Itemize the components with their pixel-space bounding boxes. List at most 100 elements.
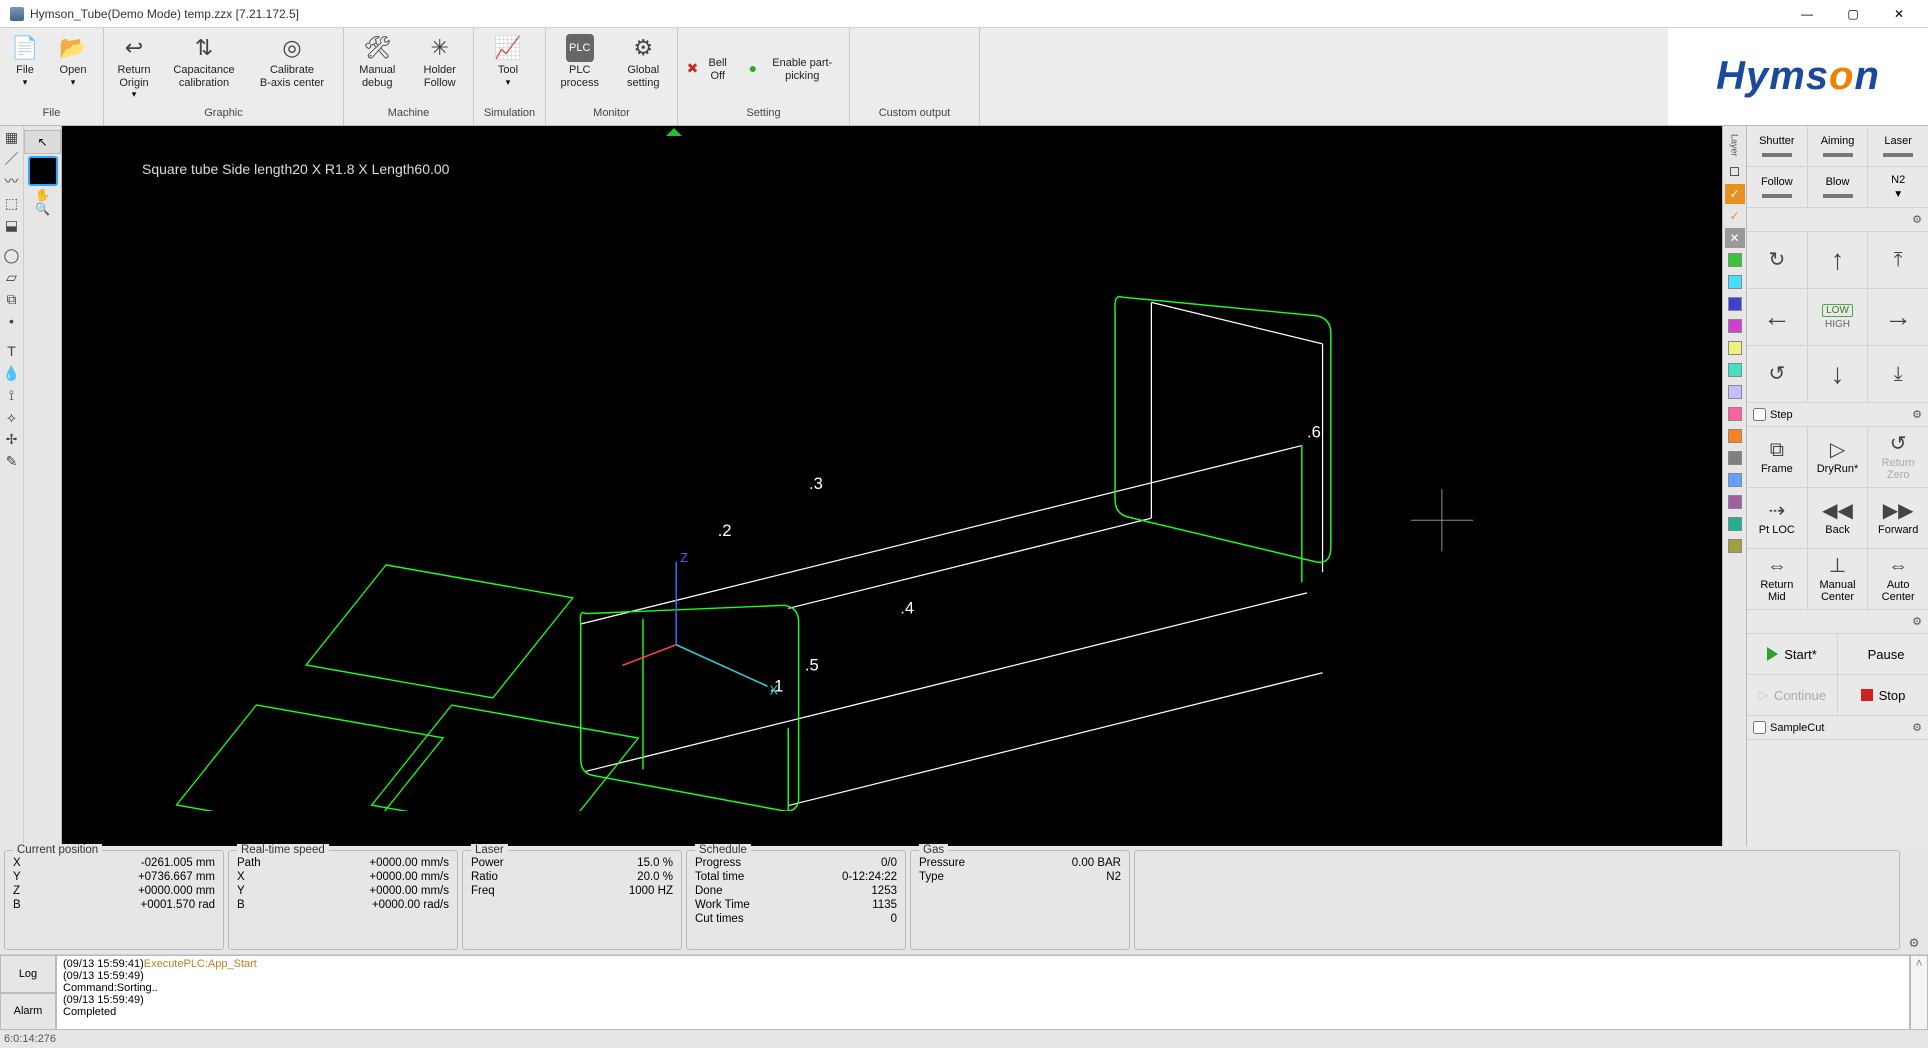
- line-tool-icon[interactable]: ／: [0, 148, 23, 170]
- start-button[interactable]: Start*: [1747, 634, 1838, 674]
- zoom-tool-icon[interactable]: 🔍: [35, 202, 50, 216]
- window-title: Hymson_Tube(Demo Mode) temp.zzx [7.21.17…: [30, 7, 299, 21]
- log-tab[interactable]: Log: [0, 955, 56, 993]
- tube-preview-thumb[interactable]: [28, 156, 58, 186]
- grid-icon[interactable]: ▦: [0, 126, 23, 148]
- pt-loc-button[interactable]: ⇢Pt LOC: [1747, 488, 1808, 548]
- maximize-button[interactable]: ▢: [1830, 0, 1876, 28]
- layer-label: Layer: [1730, 130, 1740, 161]
- back-button[interactable]: ◀◀Back: [1808, 488, 1869, 548]
- enable-part-picking-button[interactable]: ●Enable part-picking: [740, 54, 847, 84]
- open-button[interactable]: 📂Open▾: [48, 30, 98, 107]
- layer-swatch[interactable]: [1728, 473, 1742, 487]
- frame-button[interactable]: ⧉Frame: [1747, 427, 1808, 487]
- auto-center-button[interactable]: ⇔AutoCenter: [1868, 549, 1928, 609]
- right-panel: Shutter Aiming Laser Follow Blow N2▼ ⚙ ↻…: [1746, 126, 1928, 846]
- layer-swatch[interactable]: [1728, 341, 1742, 355]
- shutter-button[interactable]: Shutter: [1747, 126, 1808, 166]
- layer-swatch[interactable]: [1728, 495, 1742, 509]
- gear-icon[interactable]: ⚙: [1912, 615, 1922, 628]
- layer-swatch[interactable]: [1728, 451, 1742, 465]
- jog-cw-button[interactable]: ↻: [1747, 232, 1808, 288]
- file-button[interactable]: 📄File▾: [2, 30, 48, 107]
- dot-tool-icon[interactable]: •: [0, 310, 23, 332]
- return-zero-button[interactable]: ↺ReturnZero: [1868, 427, 1928, 487]
- jog-up-button[interactable]: ↑: [1808, 232, 1869, 288]
- layer-swatch[interactable]: [1728, 297, 1742, 311]
- pan-tool-icon[interactable]: ✋: [35, 188, 50, 202]
- layer-swatch[interactable]: [1728, 275, 1742, 289]
- layer-check-0[interactable]: ☐: [1725, 162, 1745, 182]
- jog-z-up-button[interactable]: ⤒: [1868, 232, 1928, 288]
- dryrun-button[interactable]: ▷DryRun*: [1808, 427, 1869, 487]
- svg-text:.3: .3: [809, 474, 823, 493]
- layer-swatch[interactable]: [1728, 253, 1742, 267]
- layer-swatch[interactable]: [1728, 319, 1742, 333]
- footer-coord: 6:0:14:276: [4, 1033, 56, 1045]
- global-setting-button[interactable]: ⚙Globalsetting: [612, 30, 676, 107]
- copy-tool-icon[interactable]: ⧉: [0, 288, 23, 310]
- timeline-marker[interactable]: [666, 128, 682, 136]
- tool-button[interactable]: 📈Tool▾: [476, 30, 540, 107]
- drop-tool-icon[interactable]: 💧: [0, 362, 23, 384]
- layer-check-1[interactable]: ✓: [1725, 184, 1745, 204]
- follow-button[interactable]: Follow: [1747, 167, 1808, 207]
- curve-tool-icon[interactable]: 〰: [0, 170, 23, 192]
- speed-toggle[interactable]: LOWHIGH: [1808, 289, 1869, 345]
- jog-z-down-button[interactable]: ⤓: [1868, 346, 1928, 402]
- jog-right-button[interactable]: →: [1868, 289, 1928, 345]
- bell-off-button[interactable]: ✖Bell Off: [680, 54, 738, 84]
- gear-icon[interactable]: ⚙: [1912, 721, 1922, 734]
- aiming-button[interactable]: Aiming: [1808, 126, 1869, 166]
- gear-icon[interactable]: ⚙: [1912, 408, 1922, 421]
- plc-process-button[interactable]: PLCPLCprocess: [548, 30, 612, 107]
- pointer-tool-icon[interactable]: ↖: [24, 130, 61, 154]
- laser-button[interactable]: Laser: [1868, 126, 1928, 166]
- log-body[interactable]: (09/13 15:59:41)ExecutePLC:App_Start (09…: [56, 955, 1910, 1030]
- shape-tool-icon[interactable]: ▱: [0, 266, 23, 288]
- gear-icon[interactable]: ⚙: [1909, 936, 1920, 950]
- layer-check-3[interactable]: ✕: [1725, 228, 1745, 248]
- pick-tool-icon[interactable]: ⟡: [0, 406, 23, 428]
- alarm-tab[interactable]: Alarm: [0, 993, 56, 1031]
- jog-ccw-button[interactable]: ↺: [1747, 346, 1808, 402]
- stop-button[interactable]: Stop: [1838, 675, 1928, 715]
- text-tool-icon[interactable]: T: [0, 340, 23, 362]
- target-tool-icon[interactable]: ✢: [0, 428, 23, 450]
- face-tool-icon[interactable]: ⬓: [0, 214, 23, 236]
- capacitance-cal-button[interactable]: ⇅Capacitancecalibration: [162, 30, 246, 107]
- layer-swatch[interactable]: [1728, 517, 1742, 531]
- layer-swatch[interactable]: [1728, 407, 1742, 421]
- layer-check-2[interactable]: ✓: [1725, 206, 1745, 226]
- layer-swatch[interactable]: [1728, 429, 1742, 443]
- manual-debug-button[interactable]: 🛠Manualdebug: [346, 30, 409, 107]
- viewport[interactable]: Square tube Side length20 X R1.8 X Lengt…: [62, 126, 1722, 846]
- layer-swatch[interactable]: [1728, 363, 1742, 377]
- pen-tool-icon[interactable]: ✎: [0, 450, 23, 472]
- layer-swatch[interactable]: [1728, 385, 1742, 399]
- minimize-button[interactable]: —: [1784, 0, 1830, 28]
- close-button[interactable]: ✕: [1876, 0, 1922, 28]
- log-scroll-up[interactable]: ˄: [1910, 955, 1928, 1030]
- calibrate-b-axis-button[interactable]: ◎CalibrateB-axis center: [246, 30, 338, 107]
- panel-title: Schedule: [695, 844, 751, 856]
- return-mid-button[interactable]: ⇔ReturnMid: [1747, 549, 1808, 609]
- manual-center-button[interactable]: ⊥ManualCenter: [1808, 549, 1869, 609]
- gear-icon[interactable]: ⚙: [1912, 213, 1922, 226]
- ribbon-group-graphic: Graphic: [104, 107, 343, 125]
- rect-tool-icon[interactable]: ⬚: [0, 192, 23, 214]
- return-origin-button[interactable]: ↩ReturnOrigin▾: [106, 30, 162, 107]
- gas-n2-button[interactable]: N2▼: [1868, 167, 1928, 207]
- jog-down-button[interactable]: ↓: [1808, 346, 1869, 402]
- layer-swatch[interactable]: [1728, 539, 1742, 553]
- continue-button[interactable]: ▷Continue: [1747, 675, 1838, 715]
- forward-button[interactable]: ▶▶Forward: [1868, 488, 1928, 548]
- step-checkbox[interactable]: [1753, 408, 1766, 421]
- holder-follow-button[interactable]: ✳HolderFollow: [409, 30, 472, 107]
- jog-left-button[interactable]: ←: [1747, 289, 1808, 345]
- pause-button[interactable]: Pause: [1838, 634, 1928, 674]
- samplecut-checkbox[interactable]: [1753, 721, 1766, 734]
- meas-tool-icon[interactable]: ⟟: [0, 384, 23, 406]
- circle-tool-icon[interactable]: ◯: [0, 244, 23, 266]
- blow-button[interactable]: Blow: [1808, 167, 1869, 207]
